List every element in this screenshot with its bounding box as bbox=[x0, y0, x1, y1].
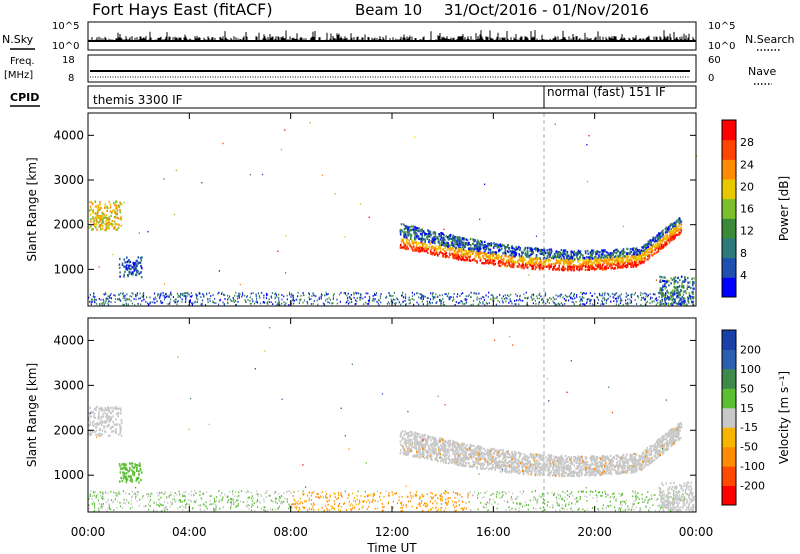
velocity-colorbar: -200 -100 -50 -15 15 50 100 200 Velocity [m s⁻¹] bbox=[721, 329, 791, 506]
velocity-panel: 1000 2000 3000 4000 Slant Range [km] bbox=[25, 317, 697, 513]
nsearch-label: N.Search bbox=[745, 33, 795, 46]
y-tick-label: 1000 bbox=[53, 468, 84, 482]
cpid-program-2: normal (fast) 151 IF bbox=[547, 85, 666, 99]
colorbar-segment bbox=[722, 368, 736, 389]
colorbar-tick-label: 24 bbox=[740, 158, 754, 171]
colorbar-label: Power [dB] bbox=[777, 176, 791, 241]
colorbar-tick-label: 28 bbox=[740, 136, 754, 149]
colorbar-tick-label: -100 bbox=[740, 460, 765, 473]
colorbar-frame bbox=[721, 329, 737, 506]
y-tick-label: 4000 bbox=[53, 333, 84, 347]
x-tick-label: 04:00 bbox=[172, 525, 207, 539]
panel-background bbox=[88, 113, 696, 306]
freq-tick-top: 18 bbox=[62, 55, 75, 66]
colorbar-segment bbox=[722, 349, 736, 370]
colorbar-segment bbox=[722, 198, 736, 219]
colorbar-segment bbox=[722, 257, 736, 278]
x-tick-labels: 00:00 04:00 08:00 12:00 16:00 20:00 00:00 bbox=[71, 525, 714, 539]
colorbar-tick-label: 16 bbox=[740, 203, 754, 216]
colorbar-tick-label: 15 bbox=[740, 402, 754, 415]
y-tick-label: 2000 bbox=[53, 218, 84, 232]
x-tick-label: 00:00 bbox=[71, 525, 106, 539]
colorbar-frame bbox=[721, 119, 737, 298]
colorbar-segment bbox=[722, 139, 736, 160]
x-tick-label: 20:00 bbox=[577, 525, 612, 539]
cpid-label: CPID bbox=[10, 91, 39, 104]
freq-tick-bottom: 8 bbox=[68, 73, 74, 84]
colorbar-segment bbox=[722, 446, 736, 467]
freq-label: Freq. bbox=[10, 56, 35, 67]
colorbar-segment bbox=[722, 485, 736, 506]
nsky-tick-top: 10^5 bbox=[52, 21, 79, 32]
y-tick-label: 2000 bbox=[53, 423, 84, 437]
x-axis-label: Time UT bbox=[366, 541, 417, 554]
y-tick-label: 1000 bbox=[53, 262, 84, 276]
colorbar-segment bbox=[722, 277, 736, 298]
freq-trace bbox=[90, 70, 690, 78]
x-tick-label: 12:00 bbox=[375, 525, 410, 539]
colorbar-tick-label: 4 bbox=[740, 269, 747, 282]
colorbar-segment bbox=[722, 238, 736, 259]
x-tick-label: 16:00 bbox=[476, 525, 511, 539]
colorbar-segment bbox=[722, 159, 736, 180]
y-tick-label: 3000 bbox=[53, 378, 84, 392]
colorbar-label: Velocity [m s⁻¹] bbox=[777, 371, 791, 464]
cpid-program-1: themis 3300 IF bbox=[93, 93, 183, 107]
x-tick-label: 00:00 bbox=[679, 525, 714, 539]
colorbar-tick-label: 100 bbox=[740, 363, 761, 376]
colorbar-tick-label: 200 bbox=[740, 343, 761, 356]
scatter-pixels bbox=[88, 122, 697, 307]
colorbar-tick-label: 12 bbox=[740, 225, 754, 238]
scatter-pixels bbox=[88, 327, 695, 513]
colorbar-tick-label: 8 bbox=[740, 247, 747, 260]
nsky-trace bbox=[88, 30, 696, 42]
power-colorbar: 4 8 12 16 20 24 28 Power [dB] bbox=[721, 119, 791, 298]
plot-title: Fort Hays East (fitACF) bbox=[92, 0, 273, 19]
colorbar-tick-label: -50 bbox=[740, 441, 758, 454]
date-range: 31/Oct/2016 - 01/Nov/2016 bbox=[444, 1, 649, 19]
nave-tick-top: 60 bbox=[708, 55, 721, 66]
nsearch-tick-bottom: 10^0 bbox=[708, 41, 735, 52]
colorbar-tick-label: 20 bbox=[740, 180, 754, 193]
y-tick-label: 3000 bbox=[53, 173, 84, 187]
colorbar-segment bbox=[722, 179, 736, 200]
colorbar-segment bbox=[722, 427, 736, 448]
y-tick-label: 4000 bbox=[53, 128, 84, 142]
colorbar-segment bbox=[722, 407, 736, 428]
colorbar-segment bbox=[722, 330, 736, 350]
freq-unit-label: [MHz] bbox=[4, 70, 33, 81]
nsky-tick-bottom: 10^0 bbox=[52, 41, 79, 52]
cpid-strip-frame bbox=[87, 85, 697, 109]
nsearch-tick-top: 10^5 bbox=[708, 21, 735, 32]
nave-label: Nave bbox=[748, 65, 776, 78]
power-panel: 1000 2000 3000 4000 Slant Range [km] bbox=[25, 112, 697, 307]
nsky-label: N.Sky bbox=[2, 33, 34, 46]
colorbar-segment bbox=[722, 218, 736, 239]
nave-tick-bottom: 0 bbox=[708, 73, 714, 84]
y-axis-label: Slant Range [km] bbox=[25, 157, 39, 261]
colorbar-tick-label: -15 bbox=[740, 421, 758, 434]
freq-strip-frame bbox=[87, 54, 697, 83]
nsky-strip-frame bbox=[87, 21, 697, 51]
y-axis-label: Slant Range [km] bbox=[25, 363, 39, 467]
beam-label: Beam 10 bbox=[355, 1, 422, 19]
colorbar-segment bbox=[722, 120, 736, 141]
panel-background bbox=[88, 318, 696, 512]
colorbar-tick-label: -200 bbox=[740, 480, 765, 493]
x-tick-label: 08:00 bbox=[273, 525, 308, 539]
colorbar-segment bbox=[722, 388, 736, 409]
colorbar-segment bbox=[722, 466, 736, 487]
colorbar-tick-label: 50 bbox=[740, 382, 754, 395]
